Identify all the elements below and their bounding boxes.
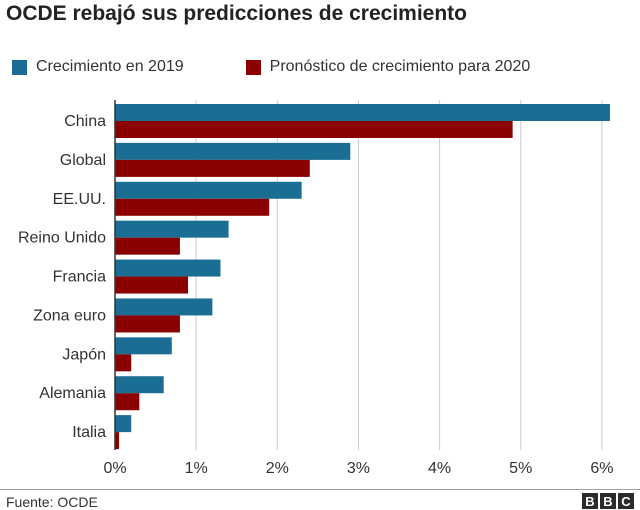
bar-2019	[115, 415, 132, 433]
bar-2019	[115, 337, 172, 355]
bbc-logo-letter: B	[600, 493, 616, 509]
x-tick-label: 2%	[266, 460, 289, 477]
legend-label-2020: Pronóstico de crecimiento para 2020	[269, 58, 531, 75]
chart-legend: Crecimiento en 2019 Pronóstico de crecim…	[12, 58, 592, 76]
x-tick-label: 6%	[590, 460, 613, 477]
footer-divider	[0, 489, 640, 490]
legend-item-2020: Pronóstico de crecimiento para 2020	[245, 58, 531, 76]
bar-2019	[115, 298, 213, 316]
category-label: China	[64, 113, 106, 130]
bar-2020	[115, 276, 189, 294]
category-label: Reino Unido	[18, 230, 106, 247]
x-tick-label: 1%	[185, 460, 208, 477]
bar-2020	[115, 237, 180, 255]
category-label: Italia	[72, 424, 106, 441]
bar-2020	[115, 354, 132, 372]
bar-2019	[115, 376, 164, 394]
bar-2019	[115, 259, 221, 277]
category-label: Japón	[62, 346, 106, 363]
category-label: Francia	[53, 269, 106, 286]
bbc-logo-letter: B	[582, 493, 598, 509]
legend-item-2019: Crecimiento en 2019	[12, 58, 184, 76]
category-label: EE.UU.	[53, 191, 106, 208]
bar-chart: 0% 1% 2% 3% 4% 5% 6% China Global EE.UU. Reino Uni…	[18, 100, 613, 477]
legend-swatch-2019	[12, 59, 27, 75]
bar-2019	[115, 142, 351, 160]
bar-2020	[115, 159, 310, 177]
bar-2019	[115, 181, 302, 199]
bar-2020	[115, 432, 120, 450]
bar-2020	[115, 393, 140, 411]
bar-2019	[115, 220, 229, 238]
chart-title: OCDE rebajó sus predicciones de crecimie…	[6, 2, 467, 25]
bbc-logo: B B C	[580, 493, 634, 509]
bar-2020	[115, 315, 180, 333]
x-tick-label: 4%	[428, 460, 451, 477]
bar-2020	[115, 121, 513, 138]
source-note: Fuente: OCDE	[6, 494, 98, 510]
x-tick-label: 0%	[103, 460, 126, 477]
legend-label-2019: Crecimiento en 2019	[36, 58, 184, 75]
bar-2020	[115, 198, 270, 216]
legend-swatch-2020	[245, 59, 261, 75]
bar-2019	[115, 104, 610, 121]
bbc-logo-letter: C	[618, 493, 634, 509]
category-label: Global	[60, 152, 106, 169]
category-label: Zona euro	[33, 307, 106, 324]
x-tick-label: 5%	[509, 460, 532, 477]
category-label: Alemania	[39, 385, 106, 402]
x-tick-label: 3%	[347, 460, 370, 477]
